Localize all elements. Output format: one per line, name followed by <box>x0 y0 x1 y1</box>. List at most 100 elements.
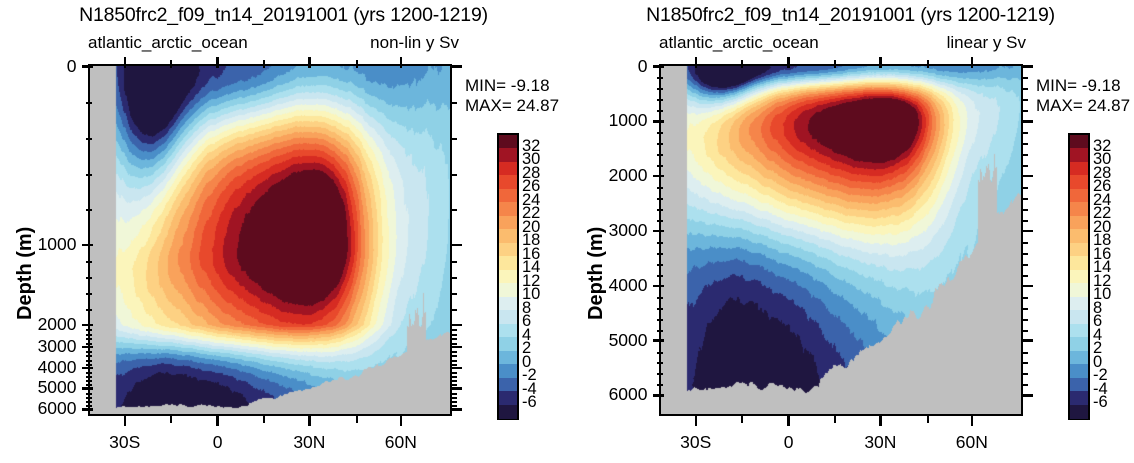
y-tick-minor <box>450 260 457 263</box>
y-tick-minor <box>1021 241 1028 244</box>
colorbar-tick-label: 16 <box>522 244 541 263</box>
y-tick-minor <box>1021 384 1028 387</box>
y-tick-major <box>1021 65 1033 68</box>
y-tick-minor <box>656 384 663 387</box>
y-tick-label: 3000 <box>37 335 77 356</box>
y-tick-minor <box>1021 329 1028 332</box>
y-tick-minor <box>85 363 92 366</box>
y-tick-major <box>450 366 462 370</box>
streamfunction-field <box>90 66 450 414</box>
y-tick-major <box>81 323 93 327</box>
min-value: MIN= -9.18 <box>465 76 550 95</box>
min-max-readout: MIN= -9.18 MAX= 24.87 <box>465 76 559 116</box>
colorbar-band <box>1070 337 1088 352</box>
y-tick-minor <box>450 384 457 387</box>
x-tick-major <box>216 56 220 68</box>
y-tick-minor <box>656 351 663 354</box>
colorbar-band <box>499 350 517 365</box>
colorbar-band <box>1070 296 1088 311</box>
y-tick-minor <box>1021 143 1028 146</box>
colorbar[interactable] <box>497 133 519 420</box>
y-tick-major <box>652 174 664 178</box>
y-tick-minor <box>85 405 92 408</box>
colorbar-tick-label: 28 <box>522 163 541 182</box>
y-tick-label: 5000 <box>608 329 648 350</box>
colorbar-band <box>499 404 517 419</box>
colorbar-tick-label: -4 <box>1093 379 1108 398</box>
y-tick-minor <box>1021 351 1028 354</box>
min-max-readout: MIN= -9.18 MAX= 24.87 <box>1036 76 1130 116</box>
y-tick-major <box>450 387 462 390</box>
y-tick-minor <box>656 187 663 190</box>
colorbar-band <box>499 391 517 406</box>
y-tick-major <box>81 345 93 349</box>
colorbar-tick-label: 30 <box>522 150 541 169</box>
y-tick-minor <box>85 359 92 362</box>
x-tick-major <box>399 56 403 68</box>
y-tick-major <box>652 229 664 233</box>
y-tick-major <box>450 408 462 411</box>
y-tick-minor <box>656 307 663 310</box>
panel-subtitle-units: non-lin y Sv <box>370 33 459 52</box>
colorbar-tick-label: -6 <box>1093 393 1108 412</box>
y-tick-minor <box>1021 307 1028 310</box>
x-tick-minor <box>170 414 173 423</box>
y-tick-minor <box>85 380 92 383</box>
colorbar-band <box>1070 215 1088 230</box>
y-tick-major <box>652 120 664 123</box>
colorbar-tick-label: 32 <box>522 136 541 155</box>
x-tick-label: 30S <box>109 431 141 452</box>
y-tick-minor <box>1021 154 1028 157</box>
y-tick-minor <box>85 102 92 105</box>
y-tick-minor <box>85 355 92 358</box>
y-tick-minor <box>85 400 92 403</box>
x-tick-minor <box>263 414 266 423</box>
colorbar-band <box>499 269 517 284</box>
colorbar-band <box>1070 202 1088 217</box>
x-tick-minor <box>355 414 359 423</box>
y-tick-minor <box>656 143 663 146</box>
y-tick-label: 6000 <box>608 384 648 405</box>
y-tick-minor <box>85 260 92 263</box>
y-tick-minor <box>656 132 663 135</box>
colorbar-band <box>499 175 517 190</box>
y-tick-minor <box>450 351 457 354</box>
y-tick-major <box>652 65 664 68</box>
colorbar-band <box>1070 188 1088 203</box>
colorbar-band <box>1070 283 1088 298</box>
y-tick-minor <box>656 362 663 365</box>
colorbar-tick-label: 2 <box>1093 339 1103 358</box>
panel-subtitle-region: atlantic_arctic_ocean <box>88 33 248 52</box>
y-tick-minor <box>450 209 457 212</box>
y-tick-minor <box>85 333 92 336</box>
y-tick-label: 4000 <box>37 356 77 377</box>
colorbar-band <box>499 323 517 338</box>
y-tick-major <box>450 65 462 68</box>
y-tick-major <box>450 243 462 247</box>
x-tick-minor <box>926 59 930 68</box>
panel-linear: N1850frc2_f09_tn14_20191001 (yrs 1200-12… <box>567 0 1134 463</box>
colorbar-tick-label: 12 <box>1093 271 1112 290</box>
y-tick-minor <box>450 400 457 403</box>
panel-subtitle-units: linear y Sv <box>946 33 1026 52</box>
colorbar-band <box>499 242 517 257</box>
colorbar-band <box>499 215 517 230</box>
colorbar-band <box>499 377 517 392</box>
x-tick-major <box>694 414 698 426</box>
contour-plot-area[interactable] <box>88 64 452 416</box>
colorbar-tick-label: 24 <box>522 190 541 209</box>
colorbar[interactable] <box>1068 133 1090 420</box>
y-tick-minor <box>1021 252 1028 255</box>
y-tick-minor <box>450 359 457 362</box>
x-tick-major <box>308 414 311 426</box>
contour-plot-area[interactable] <box>659 64 1023 416</box>
colorbar-tick-label: 22 <box>522 204 541 223</box>
panel-subtitle-region: atlantic_arctic_ocean <box>659 33 819 52</box>
colorbar-band <box>1070 148 1088 163</box>
y-tick-major <box>450 345 462 349</box>
y-tick-minor <box>85 209 92 212</box>
y-tick-major <box>81 65 93 68</box>
colorbar-tick-label: 14 <box>522 258 541 277</box>
y-tick-minor <box>656 154 663 157</box>
colorbar-tick-label: 28 <box>1093 163 1112 182</box>
